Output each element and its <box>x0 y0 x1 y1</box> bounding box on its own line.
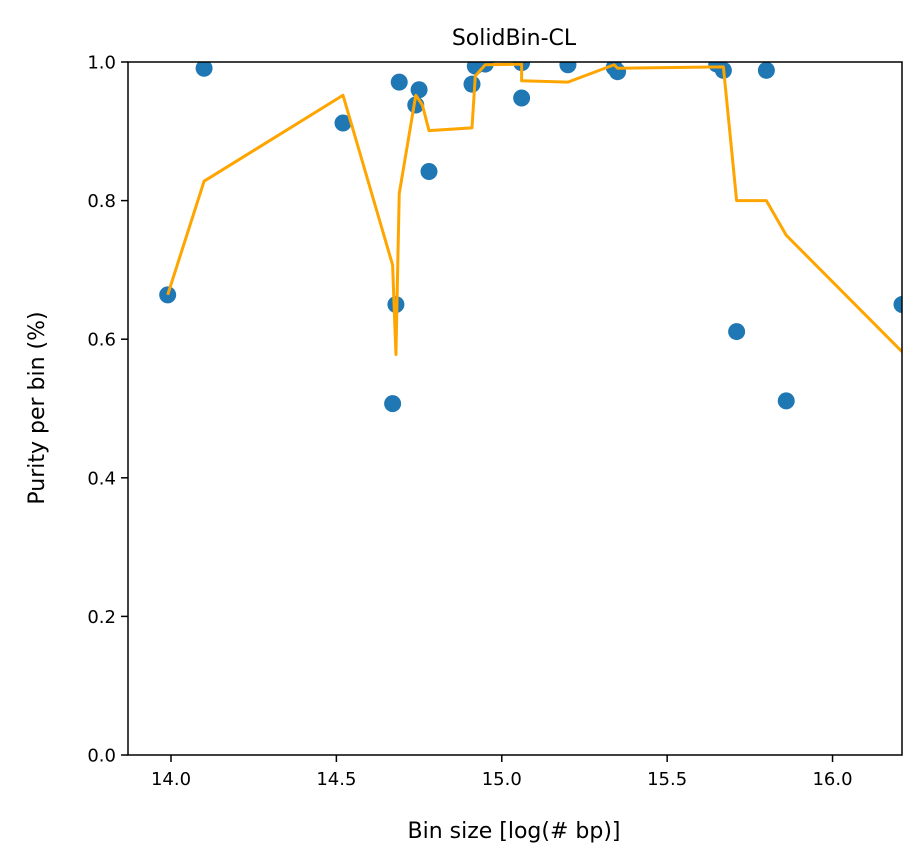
scatter-point-8 <box>420 162 438 180</box>
scatter-point-21 <box>777 392 795 410</box>
y-tick-label-3: 0.6 <box>87 330 116 351</box>
y-axis-label: Purity per bin (%) <box>25 311 50 504</box>
x-axis-label: Bin size [log(# bp)] <box>407 819 620 844</box>
chart-title: SolidBin-CL <box>452 26 577 51</box>
y-tick-label-4: 0.8 <box>87 191 116 212</box>
x-tick-label-1: 14.5 <box>316 769 356 790</box>
y-tick-label-5: 1.0 <box>87 53 116 74</box>
scatter-point-22 <box>893 296 902 314</box>
scatter-point-3 <box>384 395 402 413</box>
x-tick-label-3: 15.5 <box>647 769 687 790</box>
scatter-point-1 <box>195 62 213 77</box>
x-tick-label-4: 16.0 <box>812 769 852 790</box>
x-tick-label-0: 14.0 <box>151 769 191 790</box>
scatter-point-7 <box>410 81 428 99</box>
axes: 14.0 14.5 15.0 15.5 16.0 0.0 0.2 0.4 0.6 0.8 1.0 <box>87 53 903 790</box>
scatter-point-2 <box>334 114 352 132</box>
x-tick-label-2: 15.0 <box>482 769 522 790</box>
trend-line <box>166 62 902 356</box>
scatter-point-20 <box>757 62 775 79</box>
scatter-point-19 <box>728 323 746 341</box>
y-tick-label-2: 0.4 <box>87 468 116 489</box>
plot-frame <box>127 61 903 756</box>
scatter-point-9 <box>463 75 481 93</box>
plot-content <box>159 62 902 413</box>
y-tick-label-1: 0.2 <box>87 607 116 628</box>
y-tick-label-0: 0.0 <box>87 746 116 767</box>
scatter-point-13 <box>513 89 531 107</box>
plot-area <box>159 62 902 413</box>
scatter-point-14 <box>559 62 577 74</box>
scatter-point-5 <box>390 73 408 91</box>
